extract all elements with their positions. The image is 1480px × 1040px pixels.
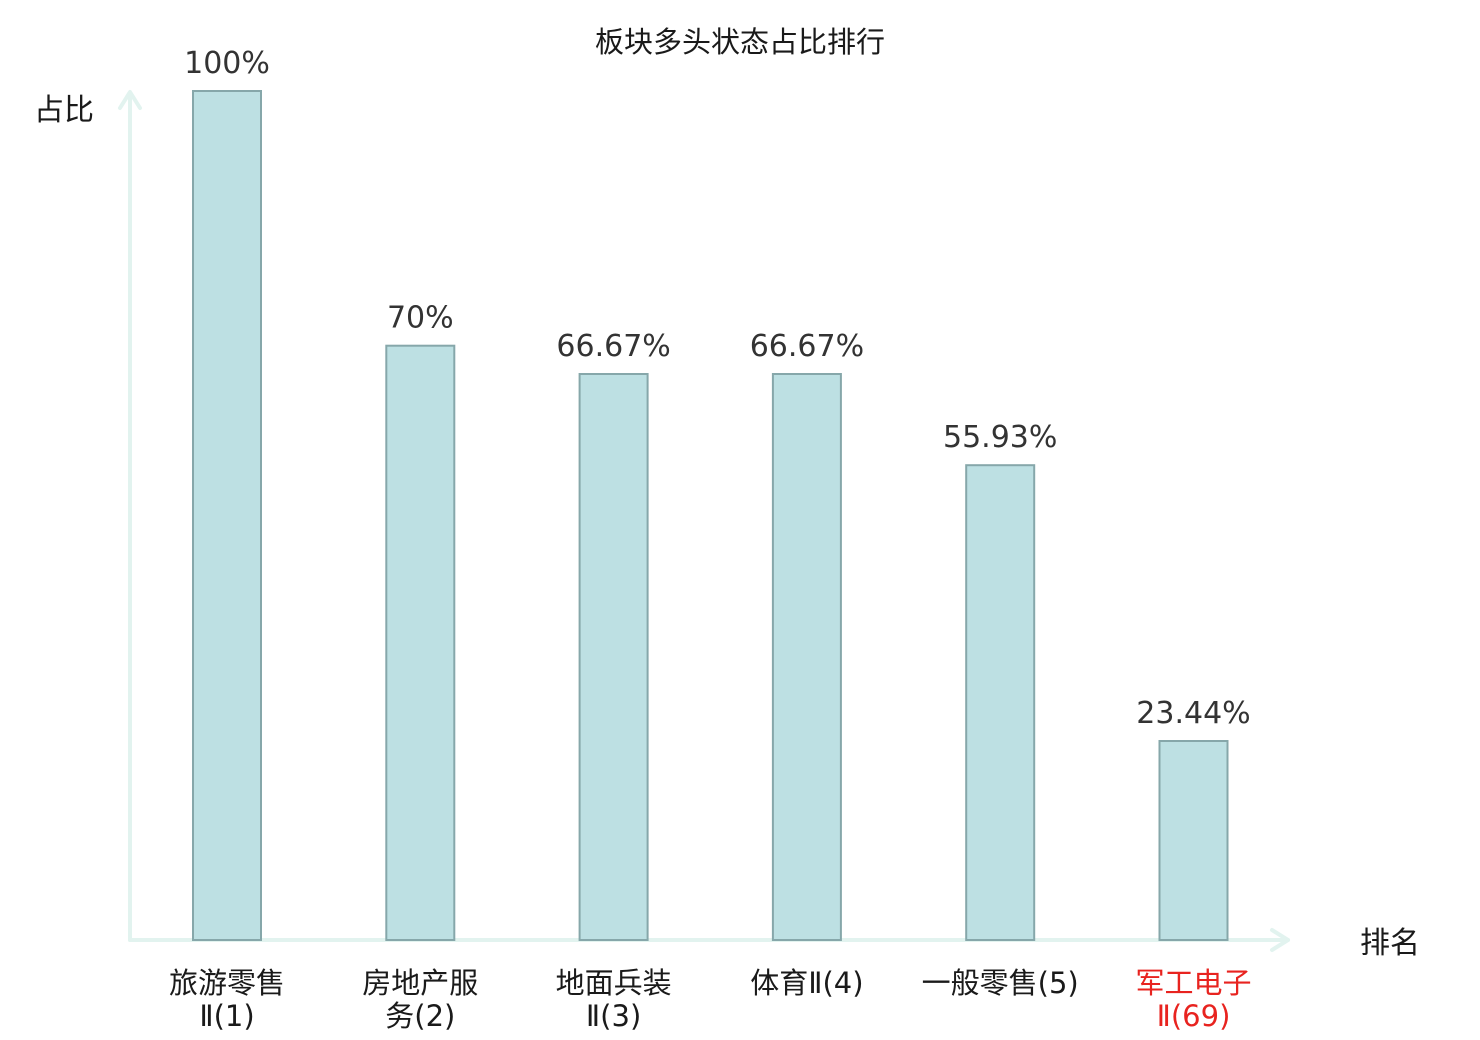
category-label-line: Ⅱ(1) (199, 999, 254, 1033)
value-labels-group: 100% 70% 66.67% 66.67% 55.93% 23.44% (184, 46, 1251, 731)
x-axis-arrow (1270, 928, 1290, 952)
value-label: 66.67% (750, 329, 864, 364)
bar (385, 344, 456, 941)
bar (1158, 740, 1229, 941)
value-label: 55.93% (943, 420, 1057, 455)
bars-group (192, 90, 1229, 941)
category-label: 地面兵装 Ⅱ(3) (556, 966, 672, 1033)
value-label: 100% (184, 46, 270, 81)
category-label-line: 军工电子 (1135, 966, 1251, 1000)
x-axis-label: 排名 (1360, 926, 1420, 961)
value-label: 66.67% (556, 329, 670, 364)
chart-title: 板块多头状态占比排行 (595, 25, 885, 59)
axes (118, 90, 1290, 952)
category-label-line: Ⅱ(3) (586, 999, 641, 1033)
category-label: 军工电子 Ⅱ(69) (1135, 966, 1251, 1033)
category-label-line: 旅游零售 (169, 966, 285, 1000)
category-label-line: 房地产服 (362, 966, 478, 1000)
category-label-line: 体育Ⅱ(4) (750, 966, 863, 1000)
category-label: 体育Ⅱ(4) (750, 966, 863, 1000)
category-label-line: 地面兵装 (556, 966, 672, 1000)
y-axis-arrow (118, 90, 142, 110)
category-label-line: Ⅱ(69) (1157, 999, 1231, 1033)
category-label: 一般零售(5) (922, 966, 1079, 1000)
bar (771, 373, 842, 941)
category-labels-group: 旅游零售 Ⅱ(1) 房地产服务(2) 地面兵装 Ⅱ(3) 体育Ⅱ(4) 一般零售(5) 军工电… (169, 966, 1252, 1033)
bar (192, 90, 262, 941)
value-label: 70% (387, 301, 454, 336)
category-label: 旅游零售 Ⅱ(1) (169, 966, 285, 1033)
bar (965, 464, 1036, 941)
y-axis-label: 占比 (34, 93, 94, 128)
category-label-line: 一般零售(5) (922, 966, 1079, 1000)
category-label-line: 务(2) (385, 999, 455, 1033)
bar (578, 373, 649, 941)
category-label: 房地产服务(2) (362, 966, 478, 1033)
value-label: 23.44% (1136, 696, 1250, 731)
